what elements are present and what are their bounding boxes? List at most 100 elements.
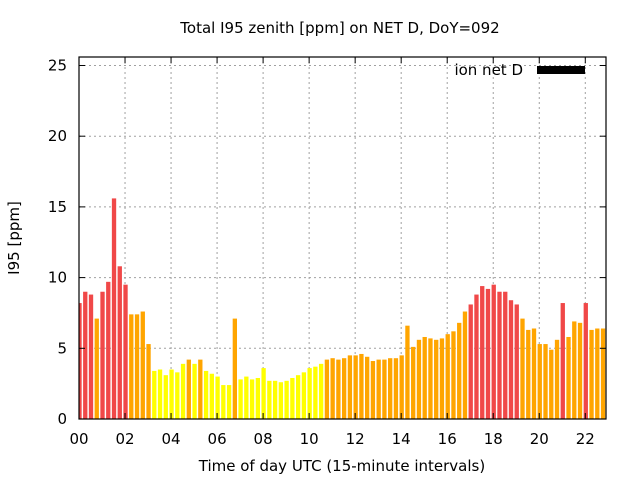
bar — [514, 304, 519, 419]
bar — [497, 291, 502, 419]
bar — [100, 291, 105, 419]
bar — [318, 363, 324, 419]
chart-title: Total I95 zenith [ppm] on NET D, DoY=092 — [179, 19, 499, 37]
bar — [583, 303, 588, 419]
bar — [359, 353, 364, 419]
bar — [221, 385, 226, 419]
bar — [422, 336, 427, 419]
bar — [83, 291, 88, 419]
bar — [209, 373, 214, 419]
bar — [457, 322, 462, 419]
bar — [365, 356, 370, 419]
bar — [376, 359, 381, 419]
y-tick-label: 20 — [48, 127, 67, 145]
bar — [249, 379, 255, 419]
bar — [462, 311, 468, 419]
bar — [388, 358, 393, 419]
bar — [215, 376, 220, 419]
bar — [480, 286, 485, 419]
bar — [537, 344, 542, 419]
y-tick-label: 10 — [48, 269, 67, 287]
x-tick-label: 08 — [254, 430, 273, 448]
bar — [595, 328, 600, 419]
bar — [474, 294, 479, 419]
bar — [157, 369, 163, 419]
x-tick-label: 06 — [208, 430, 227, 448]
bar — [589, 329, 594, 419]
bar — [284, 380, 289, 419]
bar — [508, 300, 514, 419]
bar — [278, 382, 284, 419]
plot-frame — [78, 56, 607, 420]
bar — [152, 370, 157, 419]
y-tick-label: 15 — [48, 198, 67, 216]
bar — [106, 281, 111, 419]
bar — [324, 359, 330, 419]
bar — [203, 370, 209, 419]
y-axis-label: I95 [ppm] — [5, 201, 23, 275]
bar — [307, 368, 312, 419]
bar — [526, 329, 531, 419]
bar — [445, 334, 450, 419]
bar — [146, 344, 151, 419]
x-tick-label: 00 — [69, 430, 88, 448]
bar — [566, 336, 571, 419]
bar — [226, 385, 232, 419]
bar — [549, 349, 554, 419]
bar — [451, 331, 456, 419]
bar — [295, 375, 301, 419]
bar — [347, 355, 353, 419]
bar — [491, 284, 496, 419]
bar — [232, 318, 237, 419]
bar — [434, 339, 439, 419]
x-axis-label: Time of day UTC (15-minute intervals) — [198, 457, 485, 475]
x-tick-label: 12 — [346, 430, 365, 448]
bar — [341, 358, 347, 419]
y-tick-label: 0 — [57, 410, 67, 428]
bar — [129, 314, 134, 419]
bar — [600, 328, 606, 419]
bar — [411, 346, 416, 419]
bar — [572, 321, 577, 419]
bar — [111, 198, 117, 419]
y-tick-label: 25 — [48, 56, 67, 74]
bar — [382, 359, 387, 419]
bar — [485, 288, 491, 419]
bar — [186, 359, 191, 419]
bar — [169, 369, 174, 419]
x-tick-label: 02 — [115, 430, 134, 448]
bar — [123, 284, 128, 419]
x-tick-label: 16 — [438, 430, 457, 448]
bar — [531, 328, 537, 419]
bar — [267, 380, 272, 419]
bar — [543, 344, 548, 419]
x-tick-label: 14 — [392, 430, 411, 448]
legend-swatch — [537, 66, 585, 74]
bars — [79, 198, 606, 419]
x-tick-label: 04 — [162, 430, 181, 448]
bar — [134, 314, 140, 419]
bar — [192, 363, 197, 419]
bar — [353, 355, 358, 419]
bar — [117, 266, 122, 419]
x-tick-label: 20 — [530, 430, 549, 448]
x-tick-label: 10 — [300, 430, 319, 448]
bar — [416, 339, 422, 419]
bar — [301, 372, 307, 419]
bar — [577, 322, 583, 419]
bar — [198, 359, 203, 419]
x-tick-label: 18 — [484, 430, 503, 448]
bar — [163, 375, 168, 419]
bar — [313, 366, 318, 419]
bar — [468, 304, 473, 419]
bar — [439, 338, 445, 419]
bar — [336, 359, 341, 419]
bar — [272, 380, 278, 419]
bar — [261, 368, 266, 419]
ticks: 00 02 04 06 08 10 12 14 16 18 20 22 0 5 10 15 20 25 — [48, 56, 606, 448]
bar — [175, 372, 180, 419]
bar — [140, 311, 145, 419]
x-tick-label: 22 — [576, 430, 595, 448]
bar — [503, 291, 508, 419]
